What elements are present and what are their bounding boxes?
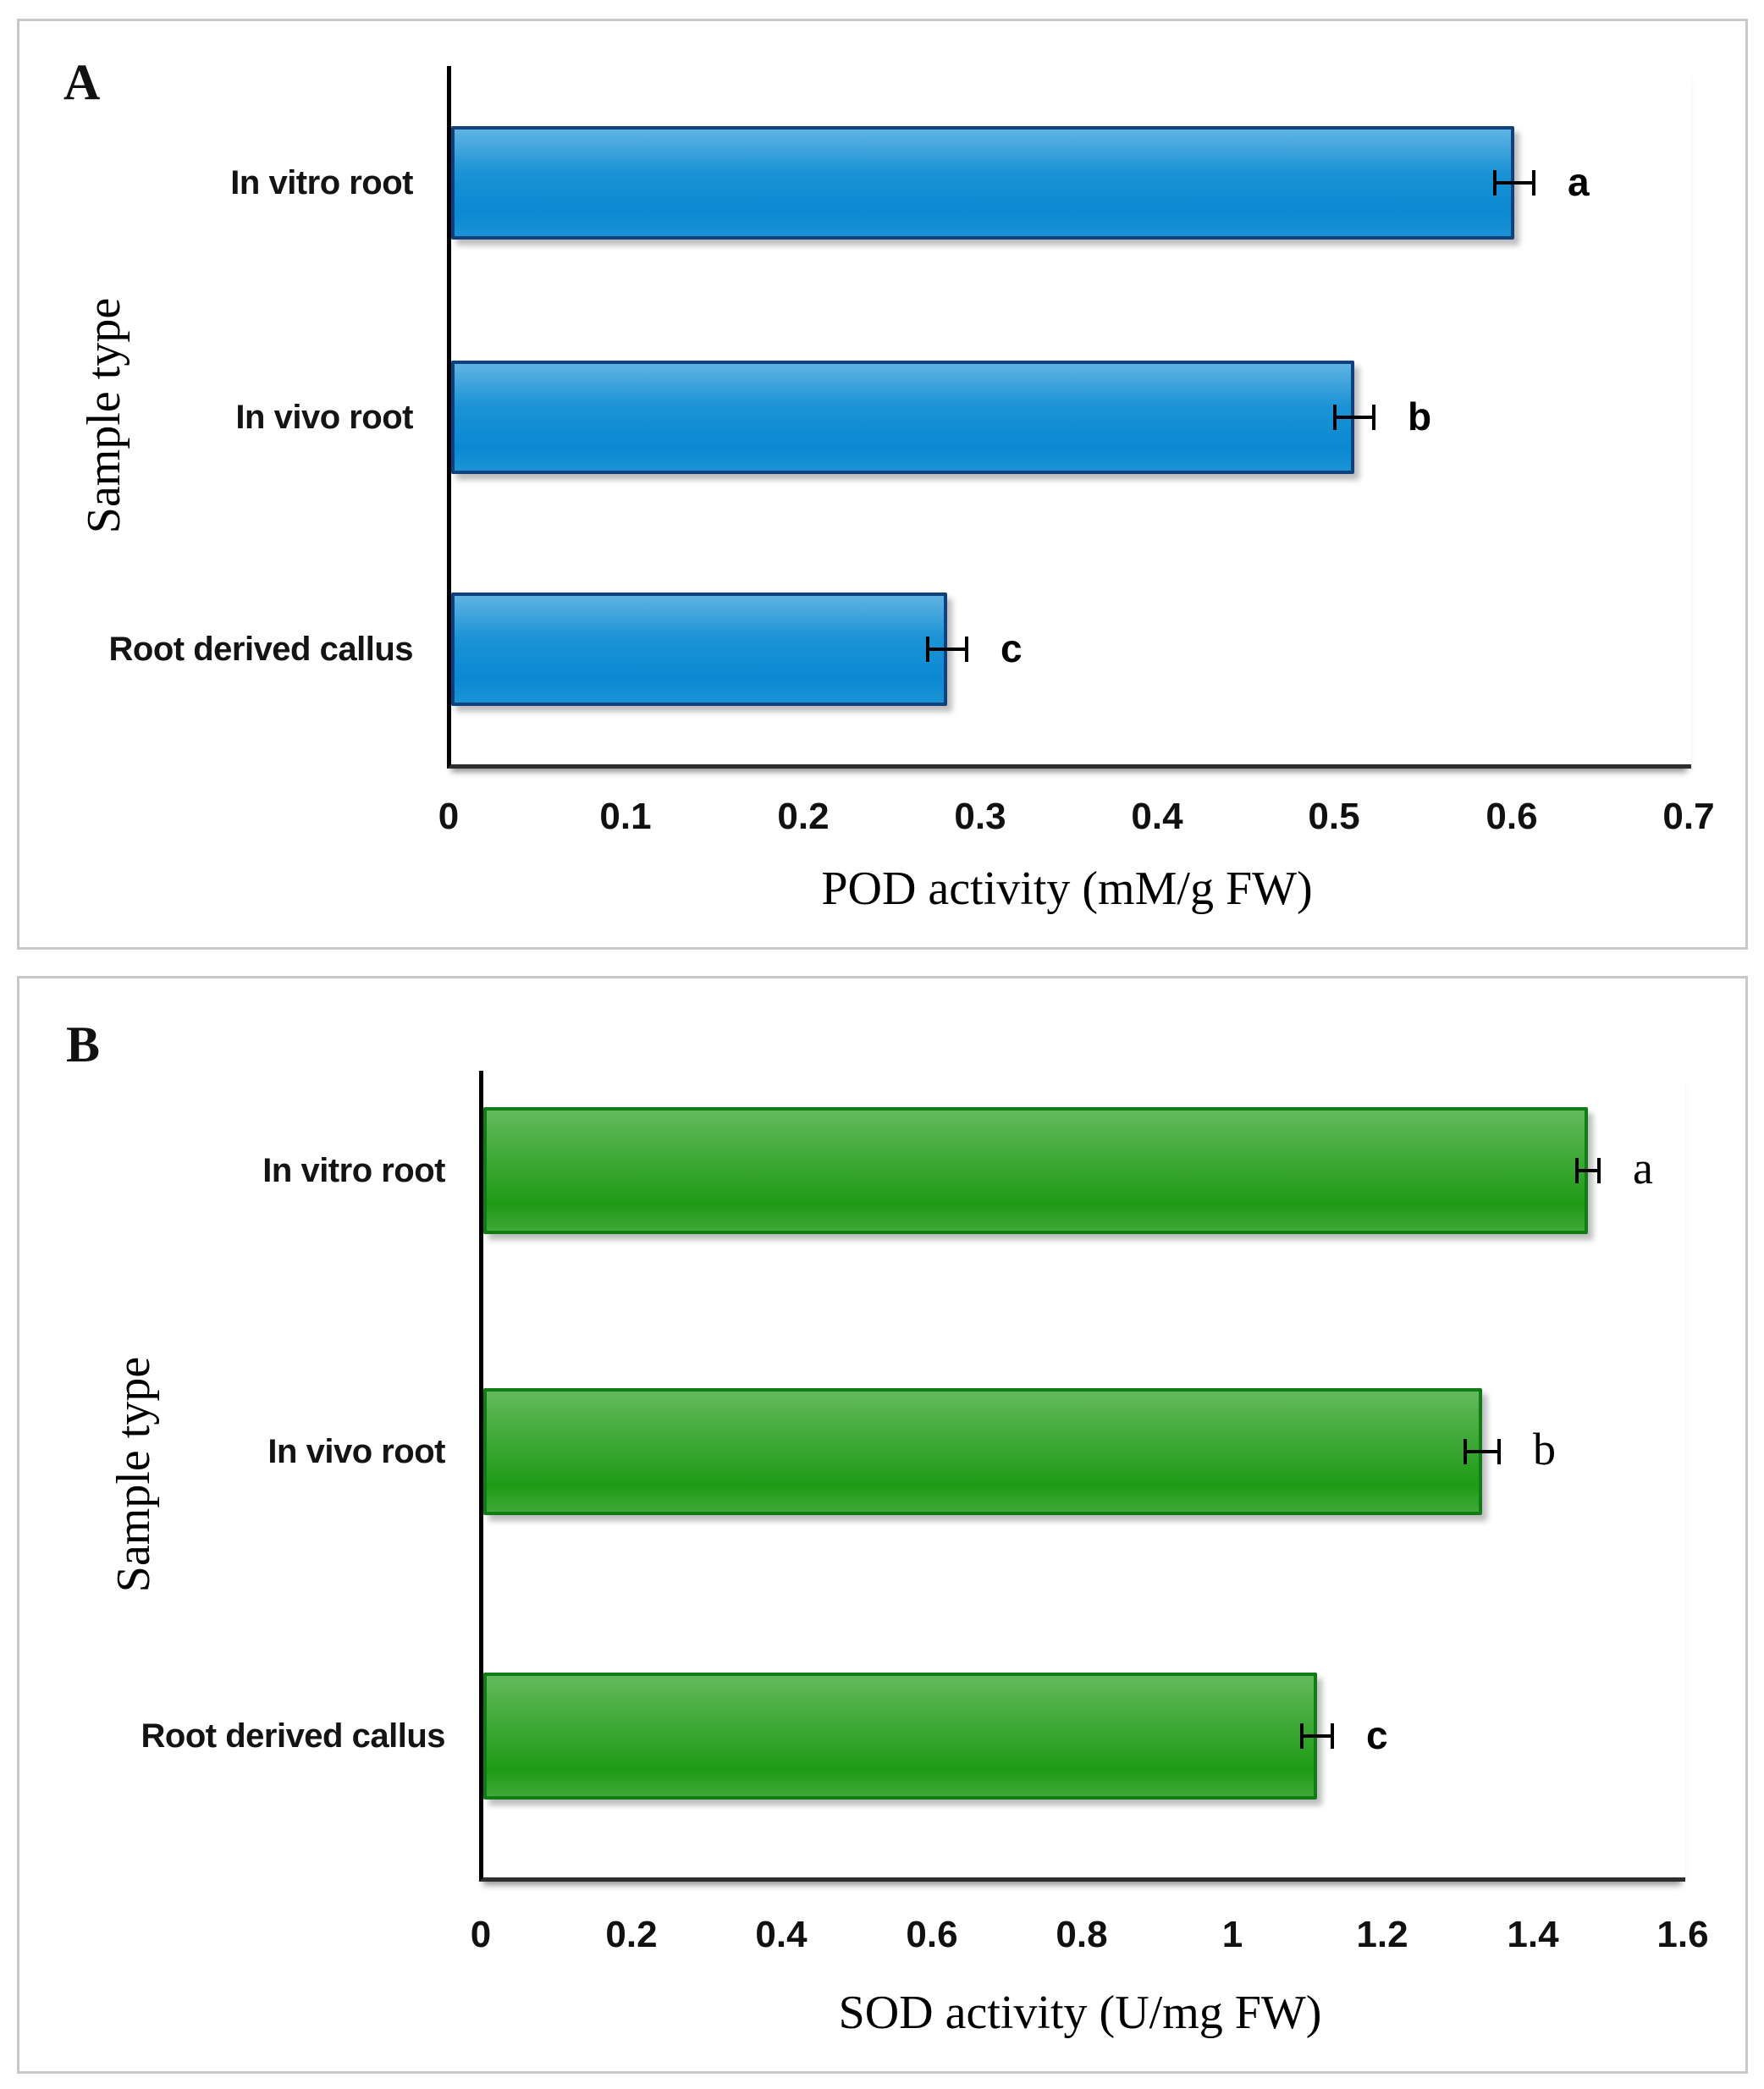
bar-a-3 — [451, 593, 947, 706]
error-bar — [926, 637, 968, 662]
x-tick-label: 1.4 — [1507, 1914, 1559, 1955]
x-tick-label: 0.3 — [954, 796, 1006, 837]
bar-b-2 — [483, 1388, 1482, 1515]
category-label: Root derived callus — [141, 1717, 446, 1755]
category-label: In vitro root — [230, 164, 413, 201]
x-axis-title-a: POD activity (mM/g FW) — [821, 863, 1313, 915]
x-tick-label: 1.6 — [1657, 1914, 1709, 1955]
significance-letter: c — [1366, 1713, 1388, 1757]
category-label: In vitro root — [262, 1152, 445, 1189]
error-bar — [1300, 1723, 1334, 1749]
plot-area-a: a b c — [447, 66, 1691, 769]
x-tick-label: 0.6 — [1486, 796, 1538, 837]
category-label: Root derived callus — [108, 631, 414, 668]
bar-a-1 — [451, 126, 1514, 240]
panel-letter-b: B — [66, 1017, 101, 1072]
x-tick-label: 0.5 — [1308, 796, 1360, 837]
bar-a-2 — [451, 361, 1354, 474]
bar-b-3 — [483, 1673, 1317, 1800]
significance-letter: b — [1533, 1424, 1556, 1474]
category-label: In vivo root — [235, 399, 413, 436]
x-tick-label: 0.7 — [1662, 796, 1715, 837]
x-tick-label: 1 — [1221, 1914, 1243, 1955]
significance-letter: a — [1633, 1143, 1653, 1193]
error-bar — [1575, 1158, 1601, 1183]
significance-letter: a — [1568, 160, 1590, 204]
plot-area-b: a b c — [479, 1071, 1685, 1882]
panel-letter-a: A — [63, 54, 101, 110]
error-bar — [1493, 170, 1535, 196]
bar-b-1 — [483, 1107, 1588, 1234]
x-tick-label: 0.4 — [1131, 796, 1183, 837]
x-tick-label: 0 — [470, 1914, 492, 1955]
x-tick-label: 0.6 — [906, 1914, 958, 1955]
significance-letter: c — [1001, 626, 1023, 670]
error-bar — [1464, 1439, 1501, 1464]
x-tick-label: 0.4 — [755, 1914, 808, 1955]
significance-letter: b — [1408, 394, 1432, 438]
x-axis-title-b: SOD activity (U/mg FW) — [838, 1987, 1322, 2039]
x-tick-label: 0.2 — [777, 796, 830, 837]
x-tick-label: 1.2 — [1356, 1914, 1408, 1955]
x-tick-label: 0 — [438, 796, 460, 837]
x-tick-label: 0.1 — [599, 796, 652, 837]
x-tick-label: 0.8 — [1056, 1914, 1108, 1955]
x-tick-label: 0.2 — [605, 1914, 658, 1955]
category-label: In vivo root — [267, 1433, 445, 1470]
error-bar — [1333, 405, 1375, 430]
